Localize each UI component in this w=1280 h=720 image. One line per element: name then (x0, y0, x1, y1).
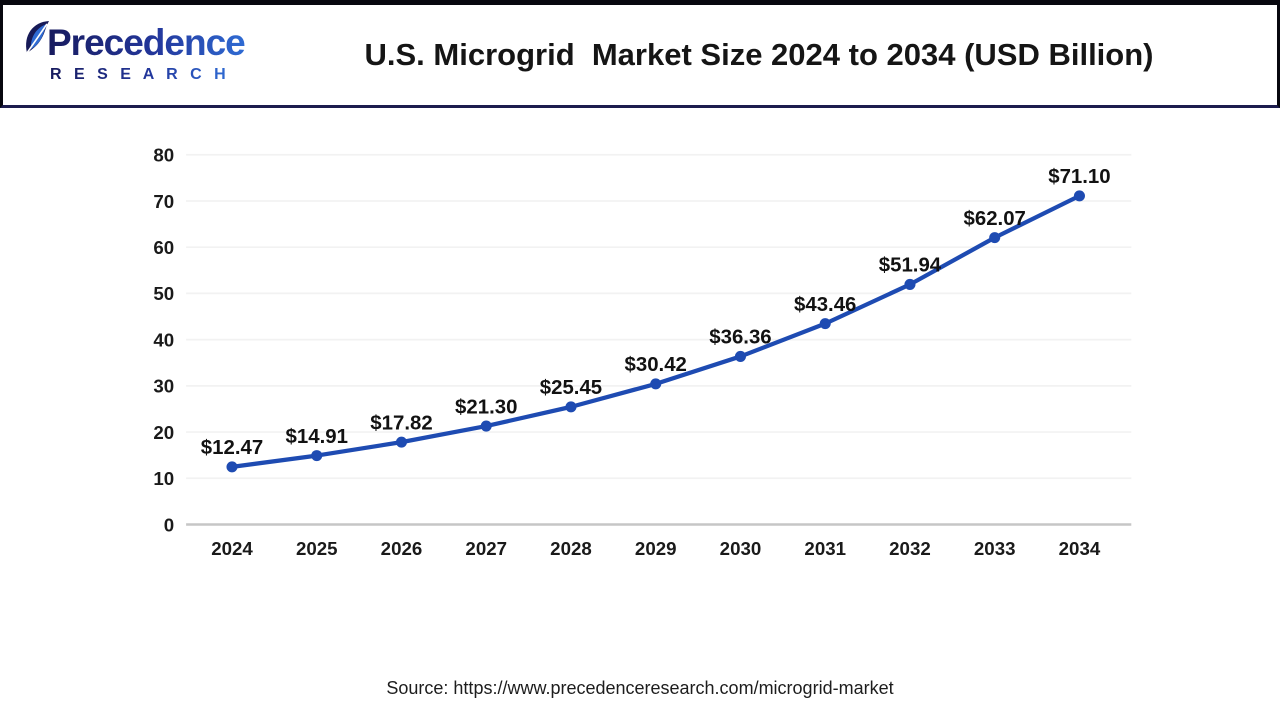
logo-subtitle: R E S E A R C H (50, 66, 230, 83)
data-point-label: $21.30 (455, 396, 517, 418)
data-point-marker (1073, 190, 1085, 202)
data-point-label: $62.07 (964, 208, 1026, 230)
x-tick-label: 2033 (974, 538, 1016, 559)
y-tick-label: 30 (153, 376, 174, 397)
data-point-label: $36.36 (709, 327, 771, 349)
x-tick-label: 2031 (804, 538, 846, 559)
data-point-label: $17.82 (370, 412, 432, 434)
series-line (229, 193, 1082, 469)
data-point-label: $51.94 (879, 255, 942, 277)
data-point-label: $12.47 (201, 437, 263, 459)
data-point-marker (480, 420, 492, 432)
y-tick-label: 10 (153, 468, 174, 489)
data-point-marker (311, 450, 323, 462)
x-tick-label: 2024 (211, 538, 253, 559)
y-tick-label: 40 (153, 329, 174, 350)
data-point-marker (734, 350, 746, 362)
data-point-label: $14.91 (286, 426, 348, 448)
x-tick-label: 2026 (381, 538, 423, 559)
data-point-marker (226, 461, 238, 473)
source-caption: Source: https://www.precedenceresearch.c… (386, 678, 894, 698)
page-title: U.S. Microgrid Market Size 2024 to 2034 … (364, 37, 1154, 72)
logo-graphic: Precedence R E S E A R C H (26, 20, 246, 83)
x-tick-label: 2032 (889, 538, 931, 559)
x-tick-label: 2030 (720, 538, 762, 559)
data-point-label: $71.10 (1048, 166, 1110, 188)
y-tick-label: 0 (164, 514, 174, 535)
precedence-research-logo: Precedence R E S E A R C H (3, 15, 255, 96)
data-point-label: $25.45 (540, 377, 602, 399)
data-point-label: $43.46 (794, 294, 856, 316)
header-bar: Precedence R E S E A R C H U.S. Microgri… (0, 0, 1280, 108)
x-tick-label: 2034 (1059, 538, 1101, 559)
data-point-marker (395, 436, 408, 448)
data-point-marker (904, 278, 916, 290)
y-tick-label: 50 (153, 283, 174, 304)
logo-wordmark: Precedence (47, 22, 245, 63)
y-tick-label: 70 (153, 191, 174, 212)
data-point-marker (650, 378, 662, 390)
y-tick-label: 20 (153, 422, 174, 443)
data-point-marker (565, 401, 577, 413)
data-point-marker (819, 318, 831, 330)
x-tick-label: 2028 (550, 538, 592, 559)
data-point-marker (989, 232, 1001, 244)
y-tick-label: 60 (153, 237, 174, 258)
x-tick-label: 2027 (465, 538, 507, 559)
x-tick-label: 2025 (296, 538, 338, 559)
leaf-icon (26, 20, 49, 53)
y-tick-label: 80 (153, 145, 174, 166)
x-tick-label: 2029 (635, 538, 677, 559)
data-point-label: $30.42 (625, 354, 687, 376)
